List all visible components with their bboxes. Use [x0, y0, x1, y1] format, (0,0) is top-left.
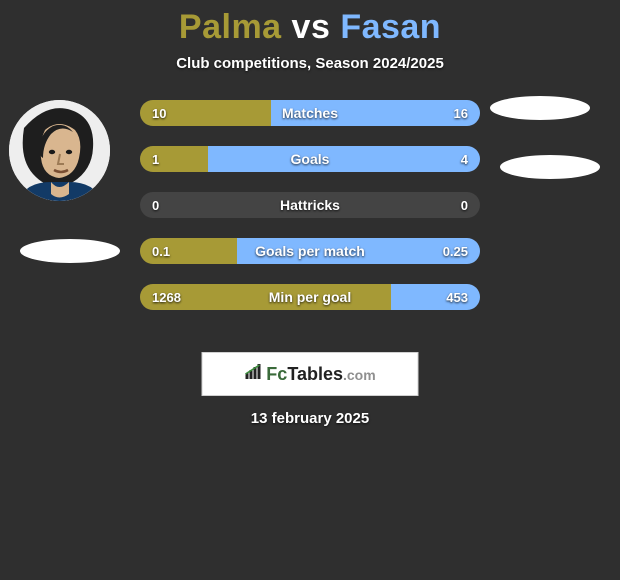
title-left: Palma	[179, 8, 282, 46]
bar-right-fill	[237, 238, 480, 264]
player-left-avatar	[9, 100, 110, 201]
comparison-card: Palma vs Fasan Club competitions, Season…	[0, 0, 620, 580]
bar-right-fill	[208, 146, 480, 172]
logo-fc: Fc	[266, 364, 287, 385]
player-left-badge-ellipse	[20, 239, 120, 263]
bar-right-fill	[391, 284, 480, 310]
avatar-left-svg	[9, 100, 110, 201]
body-area: 1016Matches 14Goals 00Hattricks 0.10.25Goal…	[0, 100, 620, 330]
metric-row: 14Goals	[140, 146, 480, 172]
title-vs: vs	[282, 8, 341, 46]
bar-right-bg	[310, 192, 480, 218]
metric-row: 1016Matches	[140, 100, 480, 126]
bars-container: 1016Matches 14Goals 00Hattricks 0.10.25Goal…	[140, 100, 480, 330]
bar-right-fill	[271, 100, 480, 126]
page-title: Palma vs Fasan	[0, 0, 620, 47]
player-right-badge-ellipse-2	[500, 155, 600, 179]
metric-row: 1268453Min per goal	[140, 284, 480, 310]
title-right: Fasan	[340, 8, 441, 46]
bar-left-fill	[140, 284, 391, 310]
logo-tables: Tables	[287, 364, 343, 385]
bar-left-bg	[140, 192, 310, 218]
bar-chart-icon	[244, 364, 262, 385]
bar-left-fill	[140, 238, 237, 264]
logo-com: .com	[343, 367, 376, 383]
bar-left-fill	[140, 146, 208, 172]
logo-inner: FcTables.com	[244, 364, 375, 385]
player-right-badge-ellipse-1	[490, 96, 590, 120]
metric-row: 00Hattricks	[140, 192, 480, 218]
subtitle: Club competitions, Season 2024/2025	[0, 55, 620, 72]
metric-row: 0.10.25Goals per match	[140, 238, 480, 264]
fctables-logo[interactable]: FcTables.com	[202, 352, 419, 396]
bar-left-fill	[140, 100, 271, 126]
date-label: 13 february 2025	[0, 410, 620, 427]
